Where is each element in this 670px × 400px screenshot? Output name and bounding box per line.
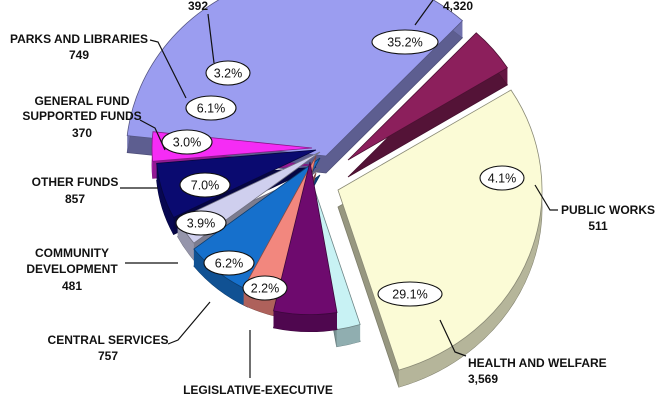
percent-label: 6.1% — [185, 95, 237, 121]
percent-badge — [203, 250, 255, 276]
pie-slice-rim — [336, 324, 361, 347]
category-label: 392 — [188, 0, 215, 64]
percent-badge — [242, 275, 288, 301]
percent-label: 3.0% — [161, 129, 213, 155]
pie-slice — [337, 89, 543, 388]
percent-text: 2.2% — [251, 282, 280, 296]
category-name: HEALTH AND WELFARE — [468, 356, 607, 370]
leader-line — [534, 184, 558, 211]
category-value: 481 — [62, 279, 82, 293]
category-value: 392 — [188, 0, 208, 13]
percent-text: 6.1% — [197, 102, 226, 116]
category-value: 511 — [588, 219, 608, 233]
leader-line — [414, 0, 434, 26]
percent-text: 35.2% — [387, 36, 422, 50]
percent-badge — [185, 95, 237, 121]
percent-badge — [205, 60, 251, 86]
pie-slice-rim — [398, 90, 542, 388]
category-name: CENTRAL SERVICES — [48, 333, 169, 347]
category-name: PUBLIC WORKS — [561, 203, 655, 217]
percent-badge — [371, 29, 439, 55]
category-value: 749 — [69, 48, 89, 62]
category-name: GENERAL FUND — [34, 94, 129, 108]
percent-text: 4.1% — [488, 172, 517, 186]
leader-line — [439, 319, 467, 357]
percent-text: 7.0% — [191, 179, 220, 193]
percent-label: 2.2% — [242, 275, 288, 301]
percent-label: 4.1% — [479, 165, 525, 191]
category-label: HEALTH AND WELFARE 3,569 — [439, 319, 607, 386]
pie-slice-rim — [273, 310, 338, 332]
category-label: PARKS AND LIBRARIES 749 — [10, 32, 187, 99]
category-name: SUPPORTED FUNDS — [22, 109, 141, 123]
pie-slice-top — [156, 149, 317, 219]
percent-label: 6.2% — [203, 250, 255, 276]
category-value: 4,320 — [443, 0, 473, 13]
percent-badge — [179, 172, 231, 198]
pie-slice-top — [273, 161, 338, 315]
percent-badge — [377, 281, 443, 307]
category-name: DEVELOPMENT — [26, 262, 118, 276]
percent-label: 3.2% — [205, 60, 251, 86]
category-value: 3,569 — [468, 372, 498, 386]
category-name: COMMUNITY — [35, 246, 109, 260]
percent-label: 35.2% — [371, 29, 439, 55]
category-label: CENTRAL SERVICES 757 — [48, 301, 211, 363]
pie-slice — [273, 161, 338, 332]
pie-slice-rim — [156, 163, 174, 235]
category-label: PUBLIC WORKS 511 — [534, 184, 655, 233]
percent-label: 7.0% — [179, 172, 231, 198]
percent-text: 29.1% — [392, 288, 427, 302]
leader-line — [139, 119, 166, 151]
pie-slice-top — [337, 89, 543, 371]
category-label: LEGISLATIVE-EXECUTIVE — [183, 330, 333, 397]
category-value: 370 — [72, 126, 92, 140]
percent-label: 3.9% — [175, 210, 227, 236]
percent-text: 6.2% — [215, 257, 244, 271]
category-label: 4,320 — [414, 0, 473, 26]
leader-line — [207, 13, 215, 64]
leader-line — [149, 39, 187, 99]
pie-slice-top — [347, 32, 509, 161]
leader-line — [167, 301, 211, 345]
percent-text: 3.0% — [173, 136, 202, 150]
category-value: 757 — [98, 349, 118, 363]
percent-text: 3.9% — [187, 217, 216, 231]
percent-label: 29.1% — [377, 281, 443, 307]
percent-badge — [479, 165, 525, 191]
category-value: 857 — [65, 192, 85, 206]
percent-badge — [175, 210, 227, 236]
category-label: OTHER FUNDS 857 — [32, 175, 158, 206]
category-name: OTHER FUNDS — [32, 175, 119, 189]
percent-text: 3.2% — [214, 67, 243, 81]
pie-slice — [347, 32, 509, 178]
category-name: PARKS AND LIBRARIES — [10, 32, 148, 46]
category-name: LEGISLATIVE-EXECUTIVE — [183, 383, 333, 397]
category-label: COMMUNITY DEVELOPMENT 481 — [26, 246, 178, 293]
